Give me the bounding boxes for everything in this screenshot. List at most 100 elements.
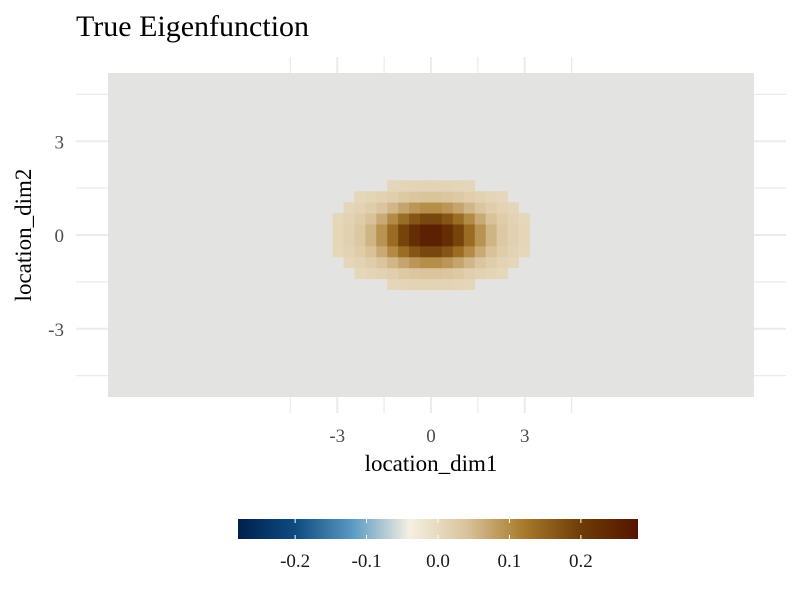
heatmap-cell [332,224,344,236]
heatmap-cell [441,202,454,214]
heatmap-cell [463,256,476,269]
heatmap-cell [343,224,355,236]
heatmap-cell [474,213,487,225]
heatmap-cell [431,191,443,203]
heatmap-cell [452,245,465,258]
heatmap-cell [496,213,508,225]
heatmap-cell [474,235,487,247]
heatmap-cell [387,180,399,192]
heatmap-cell [474,202,487,214]
heatmap-cell [398,235,410,247]
heatmap-cell [365,224,377,236]
heatmap-cell [343,202,355,214]
heatmap-cell [332,235,344,247]
heatmap-cell [441,278,454,291]
heatmap-cell [485,267,498,280]
heatmap-cell [474,245,487,258]
heatmap-cell [354,245,366,258]
heatmap-cell [387,191,399,203]
heatmap-cell [441,256,454,269]
heatmap-cell [496,191,508,203]
heatmap-cell [387,213,399,225]
heatmap-cell [452,256,465,269]
heatmap-cell [463,202,476,214]
heatmap-cell [507,235,519,247]
heatmap-cell [398,267,410,280]
heatmap-cell [507,256,519,269]
heatmap-cell [431,202,443,214]
heatmap-cell [485,224,498,236]
heatmap-cell [496,224,508,236]
heatmap-cell [376,267,388,280]
colorbar-gradient [238,519,638,539]
heatmap-cell [343,235,355,247]
heatmap-cell [420,256,432,269]
heatmap-cell [463,278,476,291]
heatmap-cell [420,245,432,258]
heatmap-cell [485,191,498,203]
heatmap-cell [365,267,377,280]
heatmap-cell [474,191,487,203]
heatmap-cell [431,235,443,247]
heatmap-cell [496,245,508,258]
y-axis-title: location_dim2 [11,169,36,302]
heatmap-cell [441,245,454,258]
heatmap-cell [387,278,399,291]
heatmap-cell [485,256,498,269]
heatmap-cell [441,180,454,192]
heatmap-cell [398,224,410,236]
heatmap-cell [518,213,530,225]
heatmap-cell [463,224,476,236]
heatmap-cell [420,180,432,192]
heatmap-cell [463,180,476,192]
heatmap-cell [387,224,399,236]
y-axis-ticks: 3 0 -3 [48,132,64,341]
heatmap-cell [518,235,530,247]
colorbar-ticks: -0.2 -0.1 0.0 0.1 0.2 [280,519,593,572]
heatmap-cell [496,256,508,269]
x-tick-label: 0 [426,426,436,447]
heatmap-cell [354,256,366,269]
heatmap-cell [376,235,388,247]
heatmap-cell [409,256,421,269]
heatmap-cell [452,235,465,247]
heatmap-cell [398,256,410,269]
heatmap-cell [420,224,432,236]
heatmap-cell [365,213,377,225]
heatmap-cell [431,267,443,280]
heatmap-cell [354,224,366,236]
heatmap-cell [387,256,399,269]
heatmap-cell [398,202,410,214]
heatmap-cell [463,267,476,280]
heatmap-cell [507,245,519,258]
heatmap-cell [431,180,443,192]
x-tick-label: -3 [329,426,345,447]
heatmap-cell [452,278,465,291]
heatmap-cell [387,267,399,280]
heatmap-cell [463,235,476,247]
heatmap-cell [354,213,366,225]
colorbar-tick-label: 0.2 [569,551,593,572]
y-tick-label: 3 [55,132,65,153]
heatmap-cell [420,191,432,203]
heatmap-cell [420,202,432,214]
heatmap-cell [387,235,399,247]
heatmap-cell [452,224,465,236]
heatmap-cell [452,180,465,192]
heatmap-cell [365,256,377,269]
y-tick-label: -3 [48,320,64,341]
heatmap-cell [398,191,410,203]
heatmap-cell [365,235,377,247]
heatmap-cell [409,224,421,236]
heatmap-cell [420,213,432,225]
heatmap-cell [398,180,410,192]
heatmap-cell [441,213,454,225]
heatmap-cell [376,245,388,258]
heatmap-cell [507,202,519,214]
heatmap-cell [518,245,530,258]
x-axis-title: location_dim1 [365,451,498,476]
heatmap-cell [474,224,487,236]
chart-title: True Eigenfunction [76,10,309,43]
heatmap-cell [452,267,465,280]
heatmap-cell [343,213,355,225]
